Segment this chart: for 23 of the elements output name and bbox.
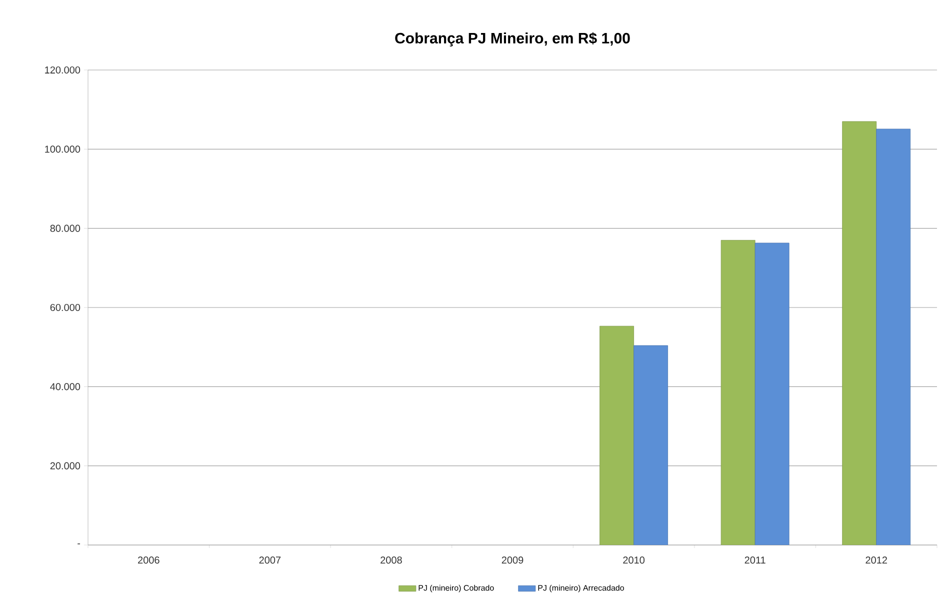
x-tick-label: 2011 — [744, 556, 766, 564]
bar — [842, 121, 877, 545]
y-tick-label: 80.000 — [50, 224, 80, 232]
bar — [600, 326, 634, 545]
x-tick-label: 2006 — [138, 556, 160, 564]
x-tick-label: 2007 — [259, 556, 281, 564]
y-tick-label: 20.000 — [50, 462, 80, 470]
x-tick-label: 2012 — [866, 556, 887, 564]
y-tick-label: 100.000 — [45, 146, 80, 153]
y-tick-label: - — [78, 543, 80, 544]
x-tick-label: 2009 — [502, 556, 524, 564]
y-tick-label: 60.000 — [50, 304, 80, 312]
bar — [876, 128, 911, 545]
x-tick-label: 2008 — [380, 556, 402, 564]
bar — [720, 240, 756, 545]
legend-label: PJ (mineiro) Arrecadado — [538, 584, 624, 592]
bar — [754, 242, 790, 545]
x-tick-label: 2010 — [623, 556, 645, 564]
y-tick-label: 120.000 — [45, 66, 80, 74]
chart-title: Cobrança PJ Mineiro, em R$ 1,00 — [395, 32, 630, 46]
y-tick-label: 40.000 — [50, 383, 80, 390]
bar — [634, 345, 668, 545]
legend-label: PJ (mineiro) Cobrado — [418, 584, 494, 592]
